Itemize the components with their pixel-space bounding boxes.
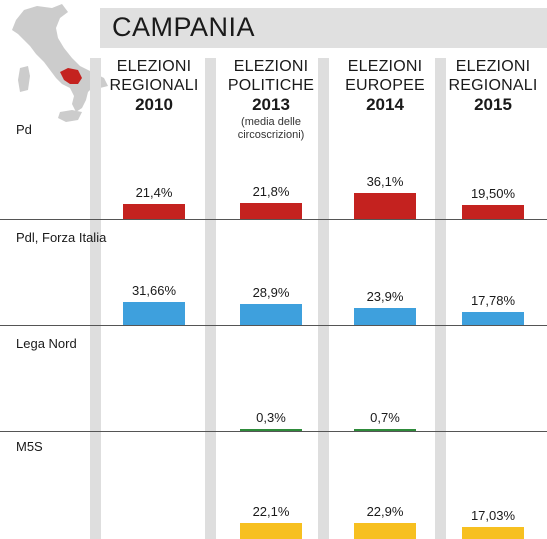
- column-header-note: (media delle circoscrizioni): [237, 116, 305, 141]
- data-label: 31,66%: [131, 283, 177, 299]
- row-divider: [0, 431, 547, 432]
- column-header-line2: EUROPEE: [345, 77, 425, 94]
- column-band: [318, 58, 329, 539]
- column-header-line2: REGIONALI: [109, 77, 199, 94]
- bar: [123, 203, 185, 219]
- sicily-island: [58, 110, 82, 122]
- data-label: 22,1%: [252, 504, 290, 520]
- bar: [240, 304, 302, 325]
- campania-region: [60, 68, 82, 84]
- bar: [462, 204, 524, 219]
- bar: [354, 193, 416, 219]
- italy-map: [12, 4, 108, 122]
- row-divider: [0, 325, 547, 326]
- column-header-line1: ELEZIONI: [233, 58, 309, 75]
- bar: [240, 203, 302, 219]
- series-label: M5S: [16, 439, 43, 454]
- series-label: Pd: [16, 122, 32, 137]
- data-label: 22,9%: [366, 503, 404, 519]
- bar: [240, 429, 302, 431]
- column-band: [435, 58, 446, 539]
- data-label: 19,50%: [470, 185, 516, 201]
- bar: [462, 312, 524, 325]
- data-label: 28,9%: [252, 285, 290, 301]
- column-band: [205, 58, 216, 539]
- data-label: 0,7%: [370, 410, 400, 425]
- bar: [354, 307, 416, 325]
- column-header: ELEZIONI POLITICHE 2013 (media delle circos…: [216, 57, 326, 142]
- column-header-year: 2015: [474, 95, 512, 114]
- column-header: ELEZIONI REGIONALI 2015: [438, 57, 547, 114]
- title-band: CAMPANIA: [100, 8, 547, 48]
- bar: [240, 523, 302, 539]
- column-header-line2: POLITICHE: [227, 77, 315, 94]
- column-header-line1: ELEZIONI: [347, 58, 423, 75]
- column-header-year: 2014: [366, 95, 404, 114]
- column-header-line2: REGIONALI: [448, 77, 538, 94]
- column-header: ELEZIONI REGIONALI 2010: [99, 57, 209, 114]
- data-label: 0,3%: [256, 410, 286, 425]
- sardinia-island: [18, 66, 30, 92]
- data-label: 21,4%: [135, 184, 173, 200]
- bar: [462, 526, 524, 539]
- bar: [354, 429, 416, 431]
- data-label: 21,8%: [252, 184, 290, 200]
- column-header-line1: ELEZIONI: [455, 58, 531, 75]
- column-band: [90, 58, 101, 539]
- data-label: 17,78%: [470, 293, 516, 309]
- data-label: 23,9%: [366, 288, 404, 304]
- bar: [354, 522, 416, 539]
- chart-title: CAMPANIA: [112, 12, 256, 42]
- column-header-year: 2013: [252, 95, 290, 114]
- column-header-line1: ELEZIONI: [116, 58, 192, 75]
- column-header: ELEZIONI EUROPEE 2014: [330, 57, 440, 114]
- data-label: 36,1%: [366, 174, 404, 189]
- row-divider: [0, 219, 547, 220]
- data-label: 17,03%: [470, 507, 516, 523]
- bar: [123, 302, 185, 325]
- column-header-year: 2010: [135, 95, 173, 114]
- series-label: Pdl, Forza Italia: [16, 230, 107, 245]
- series-label: Lega Nord: [16, 336, 77, 351]
- italy-mainland: [12, 4, 108, 112]
